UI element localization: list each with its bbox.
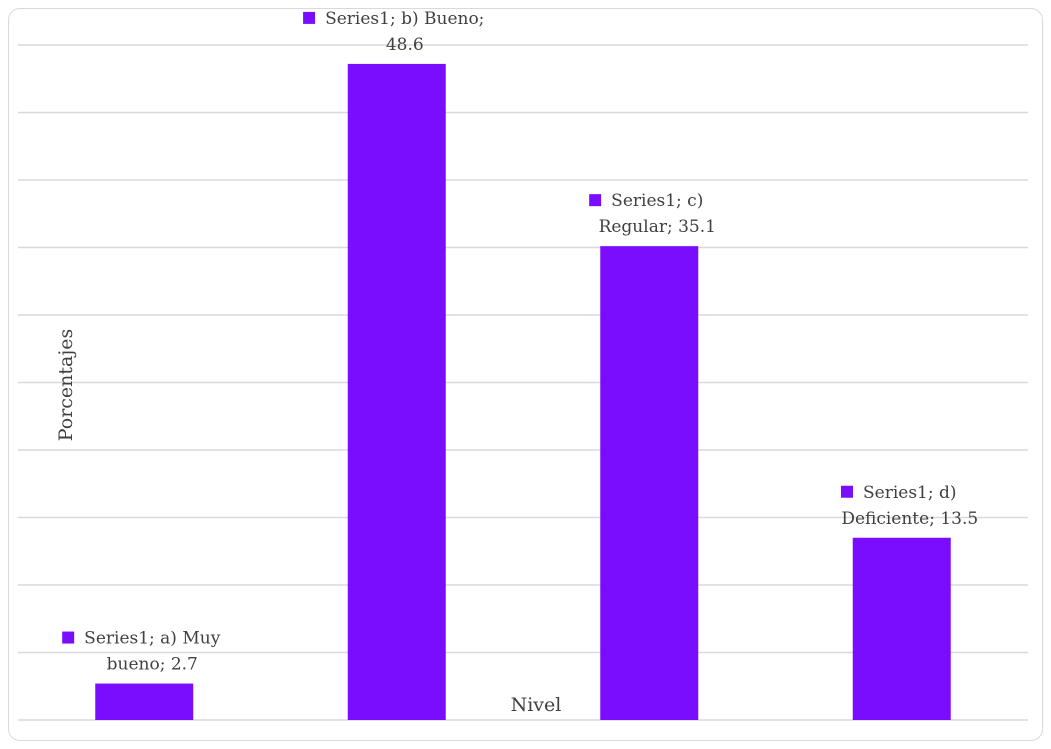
data-label-text: Series1; a) Muy xyxy=(84,629,221,649)
data-label: Series1; d) Deficiente; 13.5 xyxy=(840,483,978,529)
data-label-text: Series1; c) xyxy=(611,191,703,211)
legend-key xyxy=(303,11,316,24)
bar xyxy=(600,246,699,720)
bar xyxy=(852,537,951,720)
data-label-text: Regular; 35.1 xyxy=(599,217,716,237)
data-label-text: bueno; 2.7 xyxy=(107,655,198,675)
data-label-text: 48.6 xyxy=(386,35,424,55)
data-label-text: Series1; b) Bueno; xyxy=(325,9,484,29)
data-label: Series1; c) Regular; 35.1 xyxy=(589,191,716,237)
legend-key xyxy=(62,631,75,644)
data-label-text: Deficiente; 13.5 xyxy=(841,509,978,529)
data-labels: Series1; a) Muy bueno; 2.7 Series1; b) Bue… xyxy=(62,9,978,675)
bars xyxy=(95,63,951,720)
y-axis-title: Porcentajes xyxy=(55,329,77,442)
bar xyxy=(95,683,194,720)
legend-key xyxy=(589,194,602,207)
legend-key xyxy=(840,485,853,498)
data-label: Series1; a) Muy bueno; 2.7 xyxy=(62,629,221,675)
bar xyxy=(347,63,446,720)
data-label-text: Series1; d) xyxy=(863,483,957,503)
data-label: Series1; b) Bueno; 48.6 xyxy=(303,9,484,55)
x-axis-title: Nivel xyxy=(511,694,562,716)
